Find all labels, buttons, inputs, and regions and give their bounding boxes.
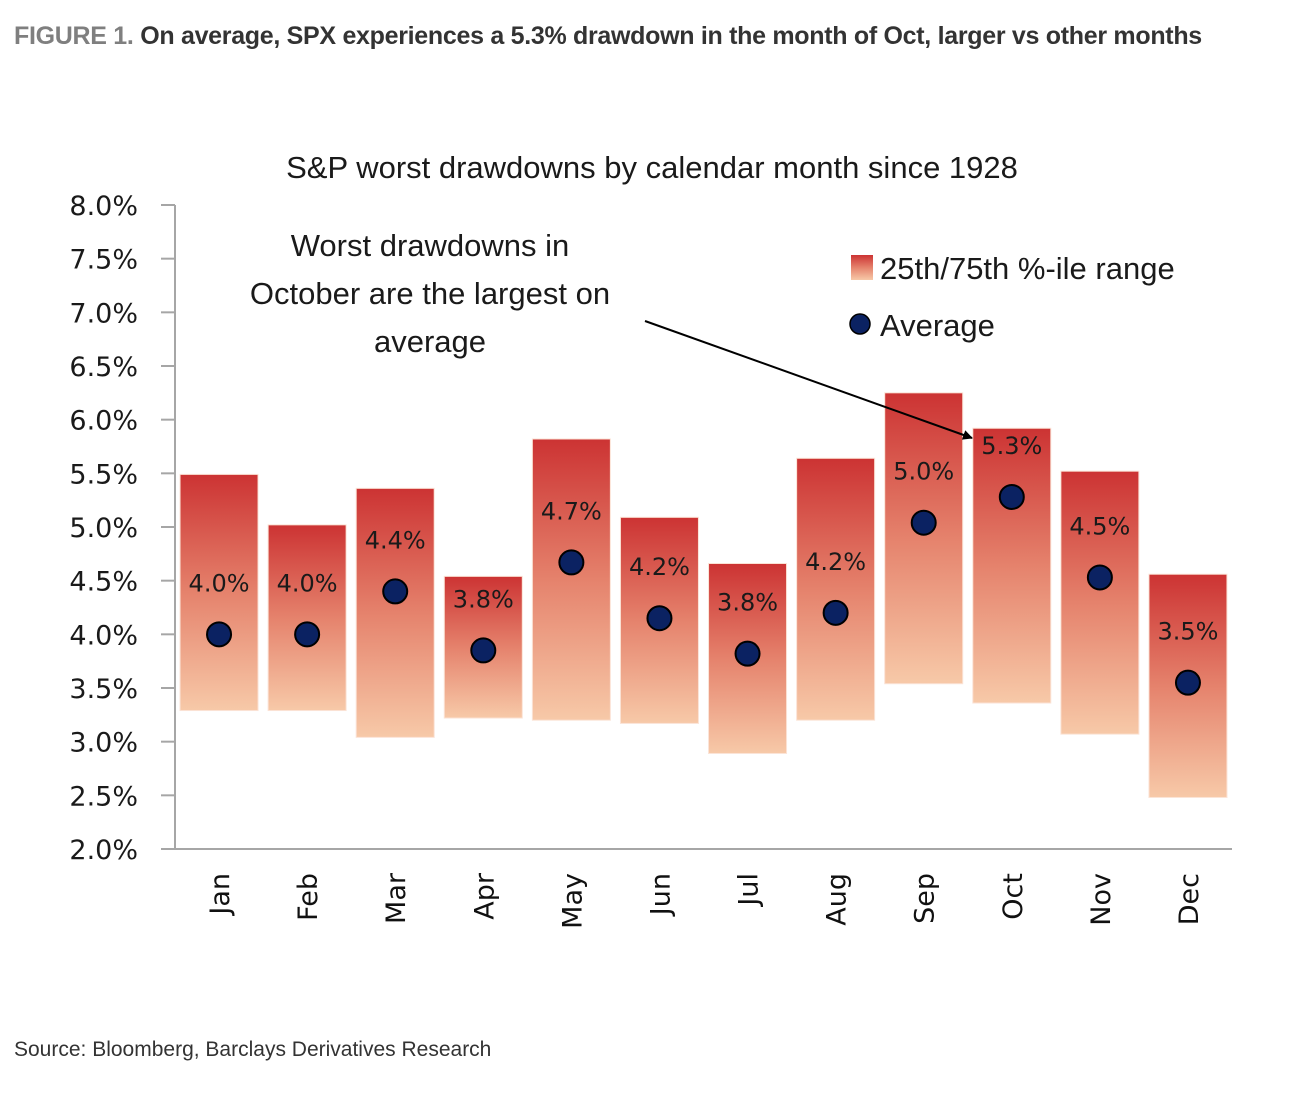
source-note: Source: Bloomberg, Barclays Derivatives … (14, 1038, 492, 1061)
x-tick-label-apr: Apr (469, 872, 500, 920)
average-marker-oct (998, 483, 1025, 510)
annotation: Worst drawdowns in October are the large… (250, 228, 973, 440)
range-bar-mar (355, 487, 435, 738)
average-marker-mar (382, 578, 409, 605)
range-bar-nov (1060, 470, 1140, 735)
average-label-oct: 5.3% (981, 432, 1042, 460)
x-tick-label-sep: Sep (910, 873, 941, 924)
x-tick-label-jun: Jun (645, 873, 676, 917)
x-tick-label-dec: Dec (1174, 873, 1205, 925)
data-labels: 4.0% 4.0% 4.4% 3.8% 4.7% 4.2% 3.8% 4.2% 5.0% 5.3%… (189, 432, 1219, 646)
average-marker-feb (294, 621, 321, 648)
average-label-feb: 4.0% (277, 569, 338, 597)
y-tick-label: 3.5% (69, 674, 138, 705)
range-bar-oct (972, 427, 1052, 704)
range-bar-jan (179, 473, 259, 712)
range-bar-feb (267, 524, 347, 712)
y-tick-label: 2.0% (69, 835, 138, 866)
y-tick-label: 4.5% (69, 567, 138, 598)
figure-caption: FIGURE 1. On average, SPX experiences a … (14, 22, 1202, 51)
average-label-may: 4.7% (541, 497, 602, 525)
x-tick-label-jul: Jul (734, 873, 765, 908)
legend: 25th/75th %-ile range Average (849, 251, 1175, 343)
range-bars (179, 392, 1228, 798)
legend-range-swatch (851, 255, 873, 280)
y-tick-label: 7.5% (69, 245, 138, 276)
range-bar-aug (796, 457, 876, 721)
x-tick-label-aug: Aug (822, 873, 853, 926)
average-label-jun: 4.2% (629, 553, 690, 581)
annotation-line-1: Worst drawdowns in (291, 228, 570, 263)
annotation-line-3: average (374, 324, 486, 359)
legend-average-label: Average (880, 308, 995, 343)
average-marker-aug (822, 599, 849, 626)
axes: 2.0% 2.5% 3.0% 3.5% 4.0% 4.5% 5.0% 5.5% 6.0% 6.5%… (69, 191, 1232, 866)
legend-average-marker (849, 313, 871, 335)
average-label-dec: 3.5% (1157, 618, 1218, 646)
y-tick-label: 4.0% (69, 620, 138, 651)
average-marker-may (558, 549, 585, 576)
y-tick-label: 7.0% (69, 298, 138, 329)
average-label-aug: 4.2% (805, 548, 866, 576)
x-tick-label-may: May (557, 873, 588, 929)
average-label-nov: 4.5% (1069, 512, 1130, 540)
average-label-mar: 4.4% (365, 526, 426, 554)
x-tick-label-oct: Oct (998, 873, 1029, 920)
x-tick-label-feb: Feb (293, 873, 324, 921)
average-label-apr: 3.8% (453, 585, 514, 613)
figure-caption-text: On average, SPX experiences a 5.3% drawd… (140, 22, 1202, 50)
average-marker-dec (1174, 669, 1201, 696)
x-tick-label-jan: Jan (205, 873, 236, 917)
chart-title: S&P worst drawdowns by calendar month si… (286, 150, 1018, 185)
x-tick-label-mar: Mar (381, 872, 412, 924)
annotation-line-2: October are the largest on (250, 276, 610, 311)
average-label-jul: 3.8% (717, 589, 778, 617)
range-bar-sep (884, 392, 964, 685)
figure-number: FIGURE 1. (14, 22, 134, 50)
x-axis-labels: Jan Feb Mar Apr May Jun Jul Aug Sep Oct Nov Dec (205, 872, 1205, 929)
y-tick-label: 8.0% (69, 191, 138, 222)
average-label-sep: 5.0% (893, 458, 954, 486)
annotation-arrow (644, 320, 973, 440)
y-tick-label: 5.5% (69, 459, 138, 490)
average-marker-jan (206, 621, 233, 648)
x-tick-label-nov: Nov (1086, 873, 1117, 926)
y-tick-label: 5.0% (69, 513, 138, 544)
average-marker-sep (910, 509, 937, 536)
y-tick-label: 2.5% (69, 781, 138, 812)
average-marker-jul (734, 640, 761, 667)
average-marker-nov (1086, 564, 1113, 591)
average-marker-jun (646, 605, 673, 632)
y-tick-label: 3.0% (69, 728, 138, 759)
average-label-jan: 4.0% (189, 569, 250, 597)
range-bar-may (531, 438, 611, 721)
y-tick-label: 6.5% (69, 352, 138, 383)
legend-range-label: 25th/75th %-ile range (880, 251, 1175, 286)
y-tick-label: 6.0% (69, 406, 138, 437)
average-marker-apr (470, 637, 497, 664)
average-markers (206, 483, 1201, 696)
